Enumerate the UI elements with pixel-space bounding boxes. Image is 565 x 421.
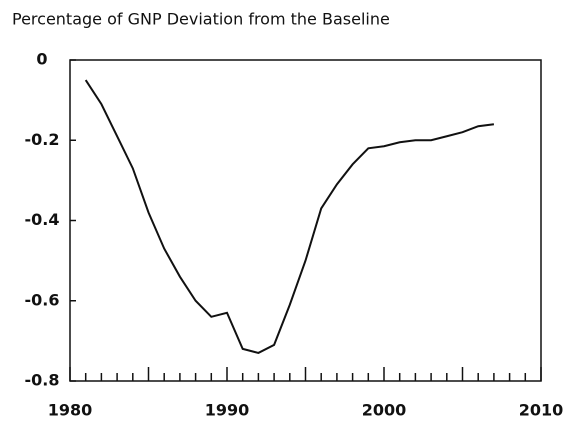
y-tick-label: 0 <box>36 50 47 69</box>
x-tick-label: 1990 <box>205 401 250 420</box>
data-line <box>84 79 495 354</box>
y-tick-label: -0.6 <box>25 290 60 309</box>
y-tick-label: -0.2 <box>25 130 60 149</box>
chart-title: Percentage of GNP Deviation from the Bas… <box>12 10 390 29</box>
x-tick-label: 1980 <box>48 401 93 420</box>
x-tick-label: 2000 <box>362 401 407 420</box>
y-tick-label: -0.4 <box>25 210 60 229</box>
y-tick-label: -0.8 <box>25 371 60 390</box>
x-tick-label: 2010 <box>519 401 564 420</box>
plot-frame <box>69 59 542 382</box>
